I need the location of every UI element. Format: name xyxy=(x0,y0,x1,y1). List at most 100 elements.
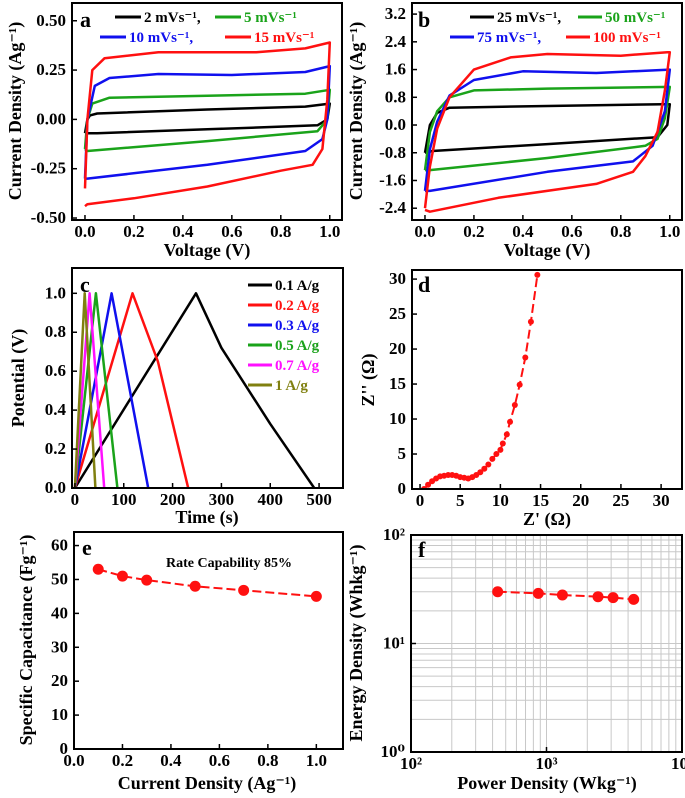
series-line xyxy=(73,292,97,488)
series-1 xyxy=(92,563,322,602)
x-tick-label: 15 xyxy=(532,491,549,510)
data-point xyxy=(310,590,322,602)
panel-f: 10² 10³ 10⁴ 10⁰ 10¹ 10² Power Density (Wkg⁻¹) E… xyxy=(346,525,685,794)
panel-letter: d xyxy=(418,272,430,297)
plot-frame xyxy=(71,267,344,489)
data-point xyxy=(592,591,604,603)
data-point xyxy=(497,446,504,453)
x-tick-label: 0.2 xyxy=(112,751,133,770)
x-tick-label: 25 xyxy=(612,491,629,510)
y-tick-label: -2.4 xyxy=(379,198,406,217)
panel-letter: c xyxy=(80,272,90,297)
plot-frame xyxy=(411,269,683,490)
data-point xyxy=(507,418,514,425)
x-tick-label: 100 xyxy=(111,490,137,509)
y-tick-label: -0.8 xyxy=(379,143,406,162)
x-tick-label: 0.6 xyxy=(561,222,582,241)
data-point xyxy=(527,318,534,325)
series-line xyxy=(423,85,672,172)
grid xyxy=(410,535,682,753)
data-point xyxy=(532,587,544,599)
x-tick-label: 0.0 xyxy=(63,751,84,770)
y-tick-label: 30 xyxy=(389,269,406,288)
x-tick-label: 0.4 xyxy=(172,222,194,241)
x-tick-label: 1.0 xyxy=(319,222,340,241)
series-line xyxy=(83,41,332,208)
series-4 xyxy=(423,50,672,213)
data-point xyxy=(492,586,504,598)
panel-letter: e xyxy=(82,535,92,560)
series-3 xyxy=(83,64,332,180)
x-tick-label: 0.6 xyxy=(209,751,230,770)
legend-label: 1 A/g xyxy=(275,378,308,394)
y-axis-label: Current Density (Ag⁻¹) xyxy=(346,22,367,201)
series-1 xyxy=(83,102,332,135)
data-point xyxy=(489,455,496,462)
x-tick-label: 1.0 xyxy=(659,222,680,241)
panel-d: 0 5 10 15 20 25 30 0 5 10 15 20 25 30 Z' (Ω) Z'' (Ω) d xyxy=(358,269,683,530)
y-tick-label: 1.0 xyxy=(45,283,66,302)
y-tick-label: 0.4 xyxy=(45,400,67,419)
x-tick-label: 0.0 xyxy=(74,222,95,241)
series-2 xyxy=(73,292,190,488)
x-axis-label: Current Density (Ag⁻¹) xyxy=(118,773,297,794)
legend-label: 0.3 A/g xyxy=(275,318,320,334)
x-tick-label: 0 xyxy=(71,490,80,509)
plot-frame xyxy=(71,2,343,221)
legend-label: 0.5 A/g xyxy=(275,338,320,354)
series-2 xyxy=(423,85,672,172)
x-tick-label: 0.6 xyxy=(221,222,242,241)
y-tick-label: 10² xyxy=(383,525,405,544)
legend-label: 50 mVs⁻¹ xyxy=(605,10,665,26)
x-axis-label: Time (s) xyxy=(175,507,238,528)
x-tick-label: 0 xyxy=(416,491,425,510)
y-tick-label: 15 xyxy=(389,374,406,393)
data-point xyxy=(425,481,432,488)
legend-label: 100 mVs⁻¹ xyxy=(593,30,661,46)
series-line xyxy=(73,292,106,488)
panel-letter: a xyxy=(80,7,91,32)
series-3 xyxy=(423,68,672,193)
y-tick-label: 50 xyxy=(51,569,68,588)
series-4 xyxy=(73,292,119,488)
x-tick-label: 10 xyxy=(492,491,509,510)
x-axis-label: Z' (Ω) xyxy=(523,509,571,530)
legend: 2 mVs⁻¹, 5 mVs⁻¹ 10 mVs⁻¹, 15 mVs⁻¹ xyxy=(100,10,314,46)
x-tick-label: 400 xyxy=(257,490,283,509)
plot-frame xyxy=(73,531,344,750)
data-point xyxy=(116,570,128,582)
series-line xyxy=(423,68,672,193)
y-tick-label: 0.25 xyxy=(36,60,66,79)
series-6 xyxy=(73,292,97,488)
data-point xyxy=(477,469,484,476)
y-tick-label: -0.50 xyxy=(31,208,66,227)
y-tick-label: 0 xyxy=(398,479,407,498)
y-tick-label: 25 xyxy=(389,304,406,323)
panel-c: 0 100 200 300 400 500 0.0 0.2 0.4 0.6 0.8 1.0 Time (… xyxy=(8,267,344,528)
y-tick-label: 10¹ xyxy=(383,634,405,653)
y-tick-label: 10 xyxy=(389,409,406,428)
x-tick-label: 10⁴ xyxy=(671,754,685,773)
legend-label: 75 mVs⁻¹, xyxy=(477,30,541,46)
x-tick-label: 0.0 xyxy=(414,222,435,241)
y-tick-label: 10⁰ xyxy=(381,742,405,761)
y-axis-label: Z'' (Ω) xyxy=(358,354,379,407)
series-1 xyxy=(492,586,640,605)
series-line xyxy=(83,88,332,153)
x-axis-label: Voltage (V) xyxy=(164,240,251,261)
panel-letter: f xyxy=(418,537,426,562)
data-point xyxy=(189,580,201,592)
series-5 xyxy=(73,292,106,488)
legend-label: 0.1 A/g xyxy=(275,278,320,294)
x-tick-label: 1.0 xyxy=(306,751,327,770)
x-axis-label: Power Density (Wkg⁻¹) xyxy=(457,773,637,794)
data-point xyxy=(481,465,488,472)
series-line xyxy=(73,292,150,488)
series-3 xyxy=(73,292,150,488)
data-point xyxy=(493,451,500,458)
y-tick-label: -0.25 xyxy=(31,159,66,178)
y-tick-label: 0.50 xyxy=(36,11,66,30)
data-point xyxy=(556,589,568,601)
y-tick-label: -1.6 xyxy=(379,170,406,189)
